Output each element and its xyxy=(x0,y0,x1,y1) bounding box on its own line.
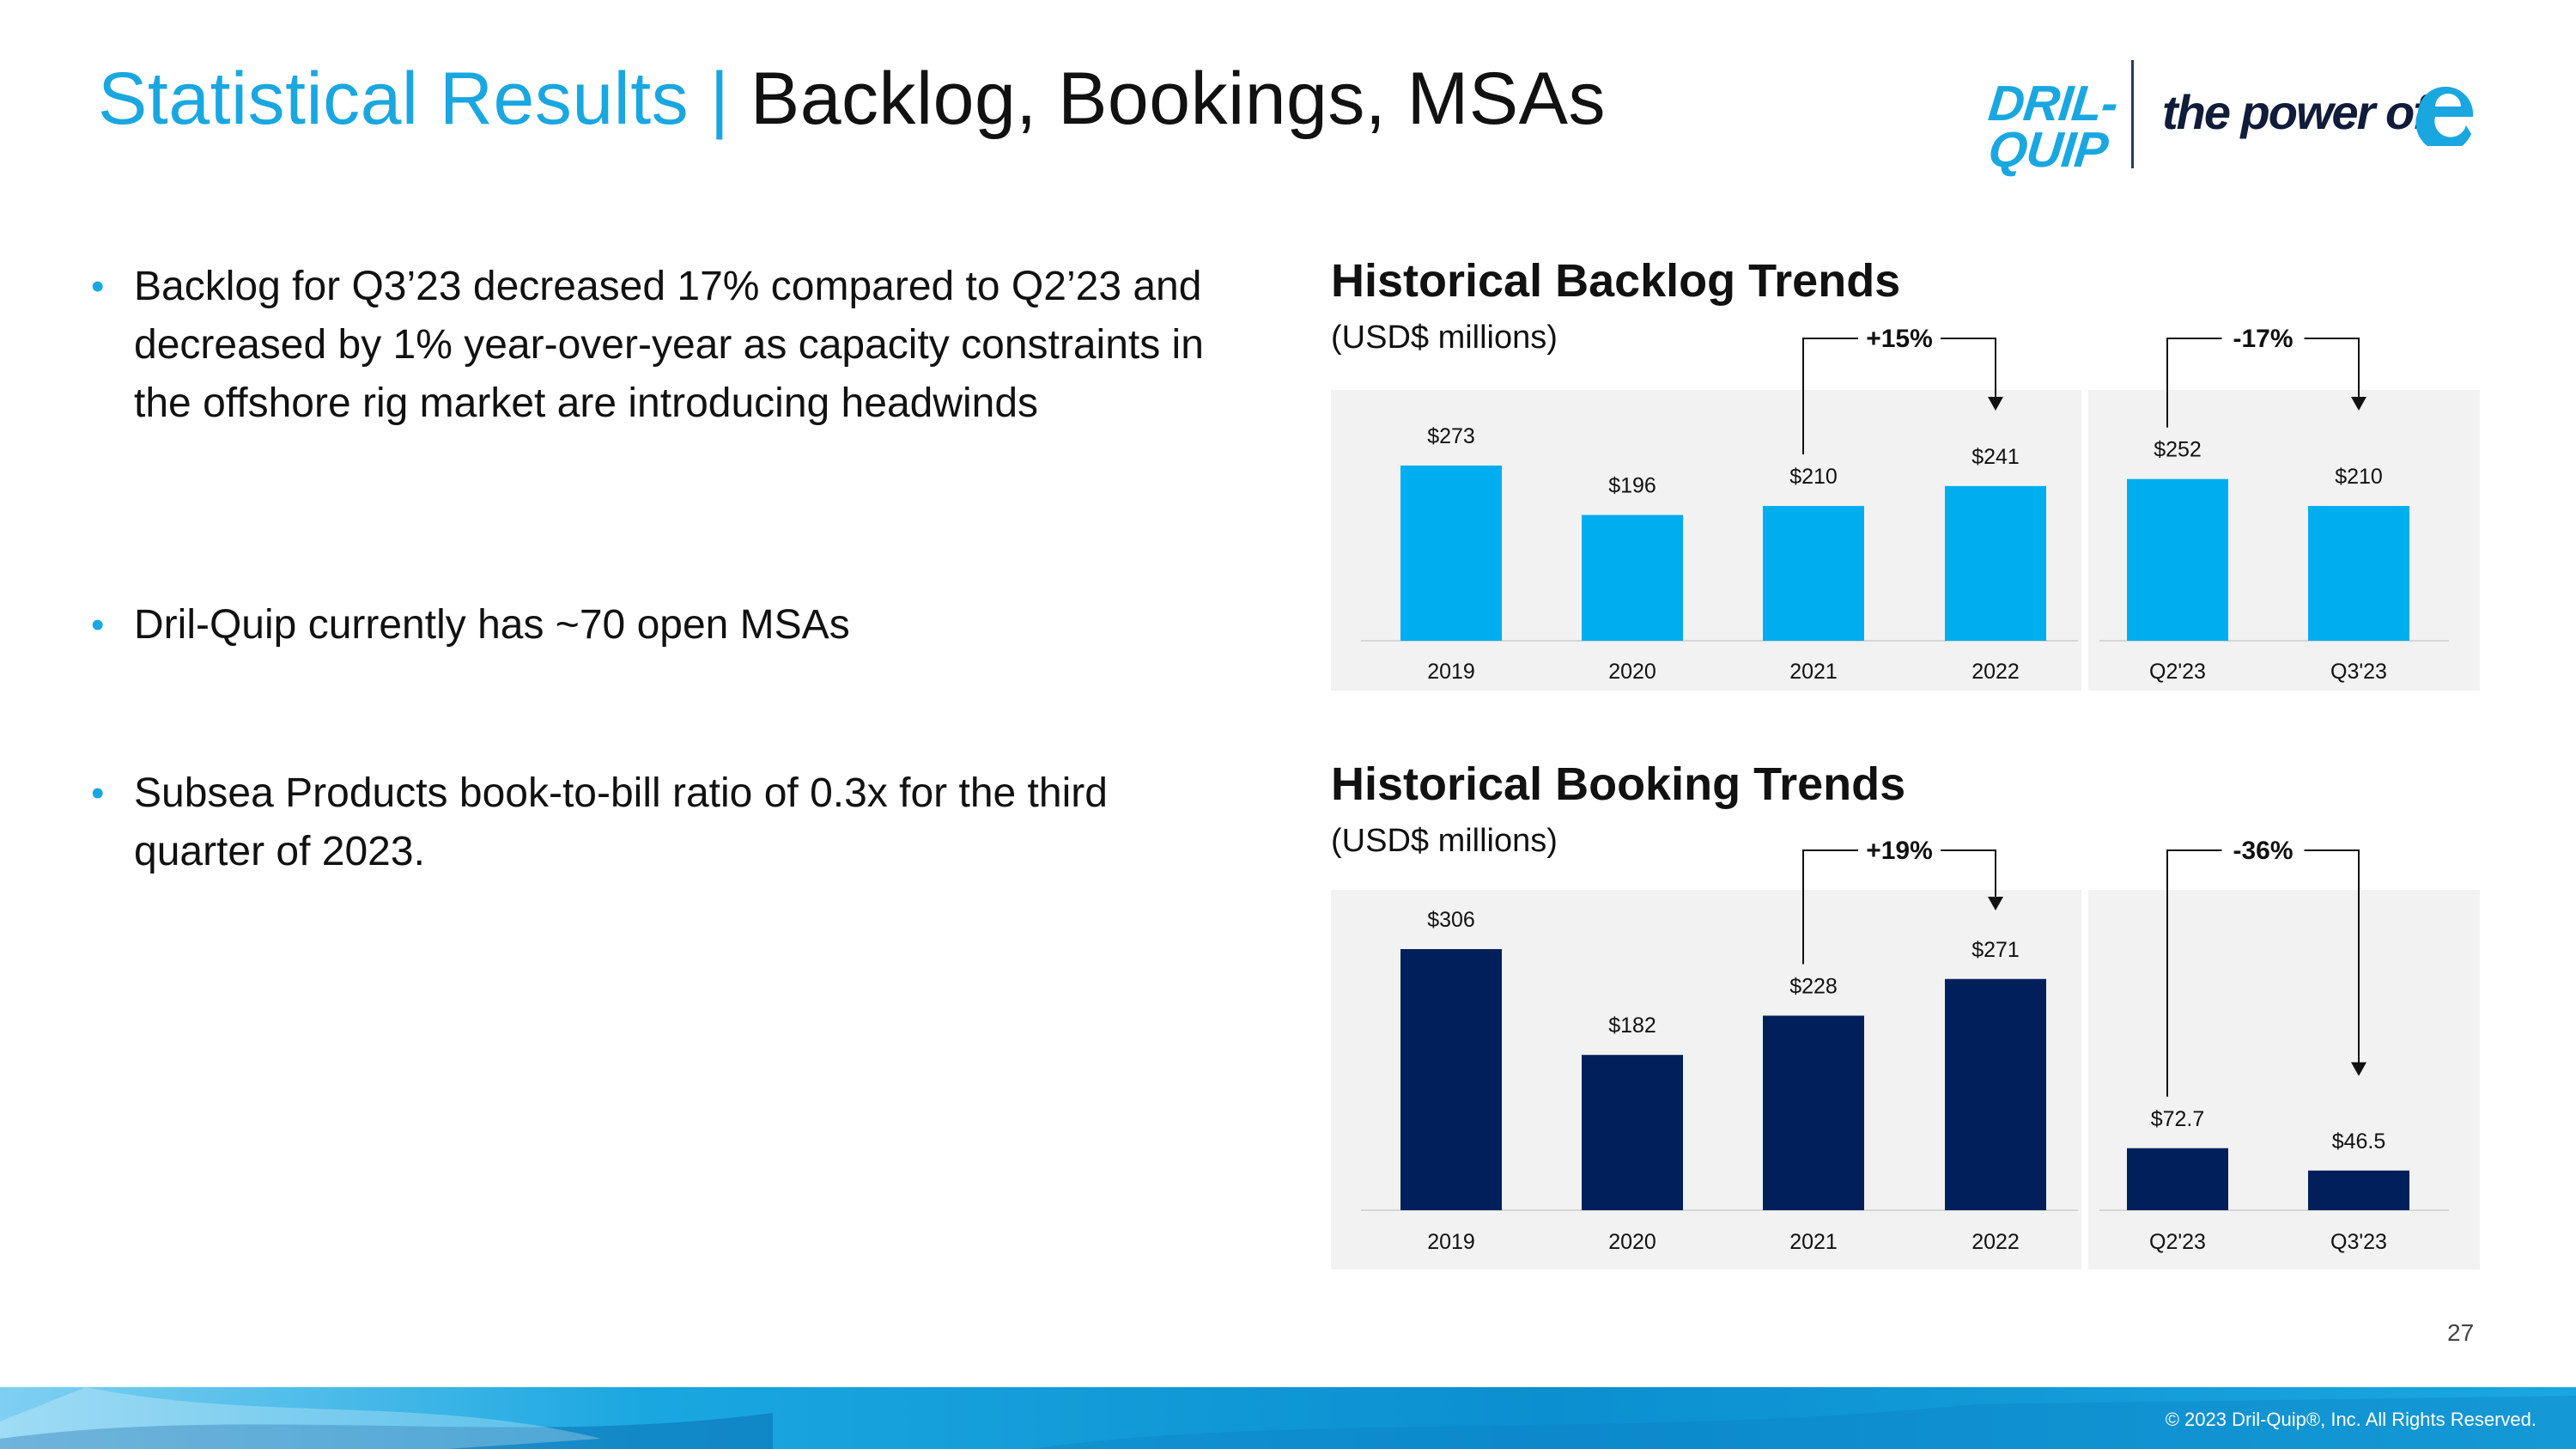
logo-divider xyxy=(2131,60,2134,168)
chart-subtitle: (USD$ millions) xyxy=(1331,823,1558,859)
bullet-text: Subsea Products book-to-bill ratio of 0.… xyxy=(134,770,1108,874)
data-label: $46.5 xyxy=(2332,1129,2386,1154)
bar xyxy=(2127,478,2228,641)
bar xyxy=(1945,978,2046,1210)
category-label: Q2'23 xyxy=(2149,660,2206,684)
category-label: 2021 xyxy=(1789,1230,1838,1254)
annotation-label: -17% xyxy=(2233,325,2293,353)
data-label: $306 xyxy=(1427,908,1475,932)
copyright-text: © 2023 Dril-Quip®, Inc. All Rights Reser… xyxy=(2165,1409,2537,1430)
bar xyxy=(1763,1015,1864,1210)
annotation-bracket xyxy=(2166,849,2222,1097)
chart-title: Historical Booking Trends xyxy=(1331,758,1906,810)
bar xyxy=(1763,506,1864,641)
annotation-bracket xyxy=(1802,849,1858,965)
bullet-dot-icon: • xyxy=(91,604,105,646)
chart-title: Historical Backlog Trends xyxy=(1331,255,1901,307)
bullet-dot-icon: • xyxy=(91,265,105,307)
arrow-head-icon xyxy=(1988,397,2003,411)
company-logo: DRIL- QUIP the power of xyxy=(1986,60,2487,178)
category-label: Q3'23 xyxy=(2330,660,2387,684)
category-label: 2022 xyxy=(1971,660,2020,684)
data-label: $210 xyxy=(1789,465,1838,489)
bar xyxy=(2308,1170,2409,1210)
chart-panel-quarterly xyxy=(2088,890,2480,1269)
bullet-item: • Backlog for Q3’23 decreased 17% compar… xyxy=(86,258,1236,433)
arrow-head-icon xyxy=(1988,897,2003,910)
logo-tagline: the power of xyxy=(2162,85,2429,139)
bar xyxy=(2308,506,2409,641)
title-accent: Statistical Results | xyxy=(98,58,730,140)
footer-banner xyxy=(0,1387,2576,1449)
data-label: $182 xyxy=(1608,1014,1656,1038)
bullet-text: Dril-Quip currently has ~70 open MSAs xyxy=(134,602,850,648)
data-label: $196 xyxy=(1608,474,1656,498)
data-label: $210 xyxy=(2335,465,2383,489)
category-label: 2020 xyxy=(1608,1230,1656,1254)
annotation-bracket xyxy=(2304,849,2360,1064)
chart-subtitle: (USD$ millions) xyxy=(1331,320,1558,356)
page-number: 27 xyxy=(2447,1319,2475,1346)
bullet-item: • Subsea Products book-to-bill ratio of … xyxy=(86,764,1236,881)
annotation-label: +19% xyxy=(1866,837,1933,865)
annotation-label: -36% xyxy=(2233,837,2293,865)
bar xyxy=(1400,466,1502,641)
category-label: Q3'23 xyxy=(2330,1230,2387,1254)
bullet-item: • Dril-Quip currently has ~70 open MSAs xyxy=(86,596,850,654)
data-label: $273 xyxy=(1427,424,1475,448)
data-label: $228 xyxy=(1789,974,1838,998)
annotation-label: +15% xyxy=(1866,325,1933,353)
e-mark-icon xyxy=(2415,86,2474,146)
annotation-bracket xyxy=(1941,338,1996,399)
data-label: $271 xyxy=(1971,938,2020,962)
data-label: $72.7 xyxy=(2151,1107,2205,1131)
bullet-dot-icon: • xyxy=(91,772,105,814)
arrow-head-icon xyxy=(2351,397,2366,411)
annotation-bracket xyxy=(2304,338,2360,399)
bar xyxy=(1582,514,1683,641)
category-label: 2020 xyxy=(1608,660,1656,684)
data-label: $241 xyxy=(1971,445,2020,469)
booking-chart-header: Historical Booking Trends (USD$ millions… xyxy=(1331,761,1905,860)
category-label: 2022 xyxy=(1971,1230,2020,1254)
page-title: Statistical Results | Backlog, Bookings,… xyxy=(98,62,1606,136)
title-main: Backlog, Bookings, MSAs xyxy=(750,58,1607,140)
category-label: 2019 xyxy=(1427,1230,1475,1254)
arrow-head-icon xyxy=(2351,1062,2366,1076)
data-label: $252 xyxy=(2154,438,2202,462)
annotation-bracket xyxy=(2166,338,2222,428)
bar xyxy=(1945,485,2046,641)
annotation-bracket xyxy=(1802,338,1858,455)
bar xyxy=(1582,1055,1683,1210)
backlog-chart-header: Historical Backlog Trends (USD$ millions… xyxy=(1331,258,1900,356)
bullet-text: Backlog for Q3’23 decreased 17% compared… xyxy=(134,264,1204,426)
annotation-bracket xyxy=(1941,849,1996,898)
category-label: 2021 xyxy=(1789,660,1838,684)
bar xyxy=(1400,949,1502,1210)
bar xyxy=(2127,1148,2228,1210)
category-label: 2019 xyxy=(1427,660,1475,684)
category-label: Q2'23 xyxy=(2149,1230,2206,1254)
